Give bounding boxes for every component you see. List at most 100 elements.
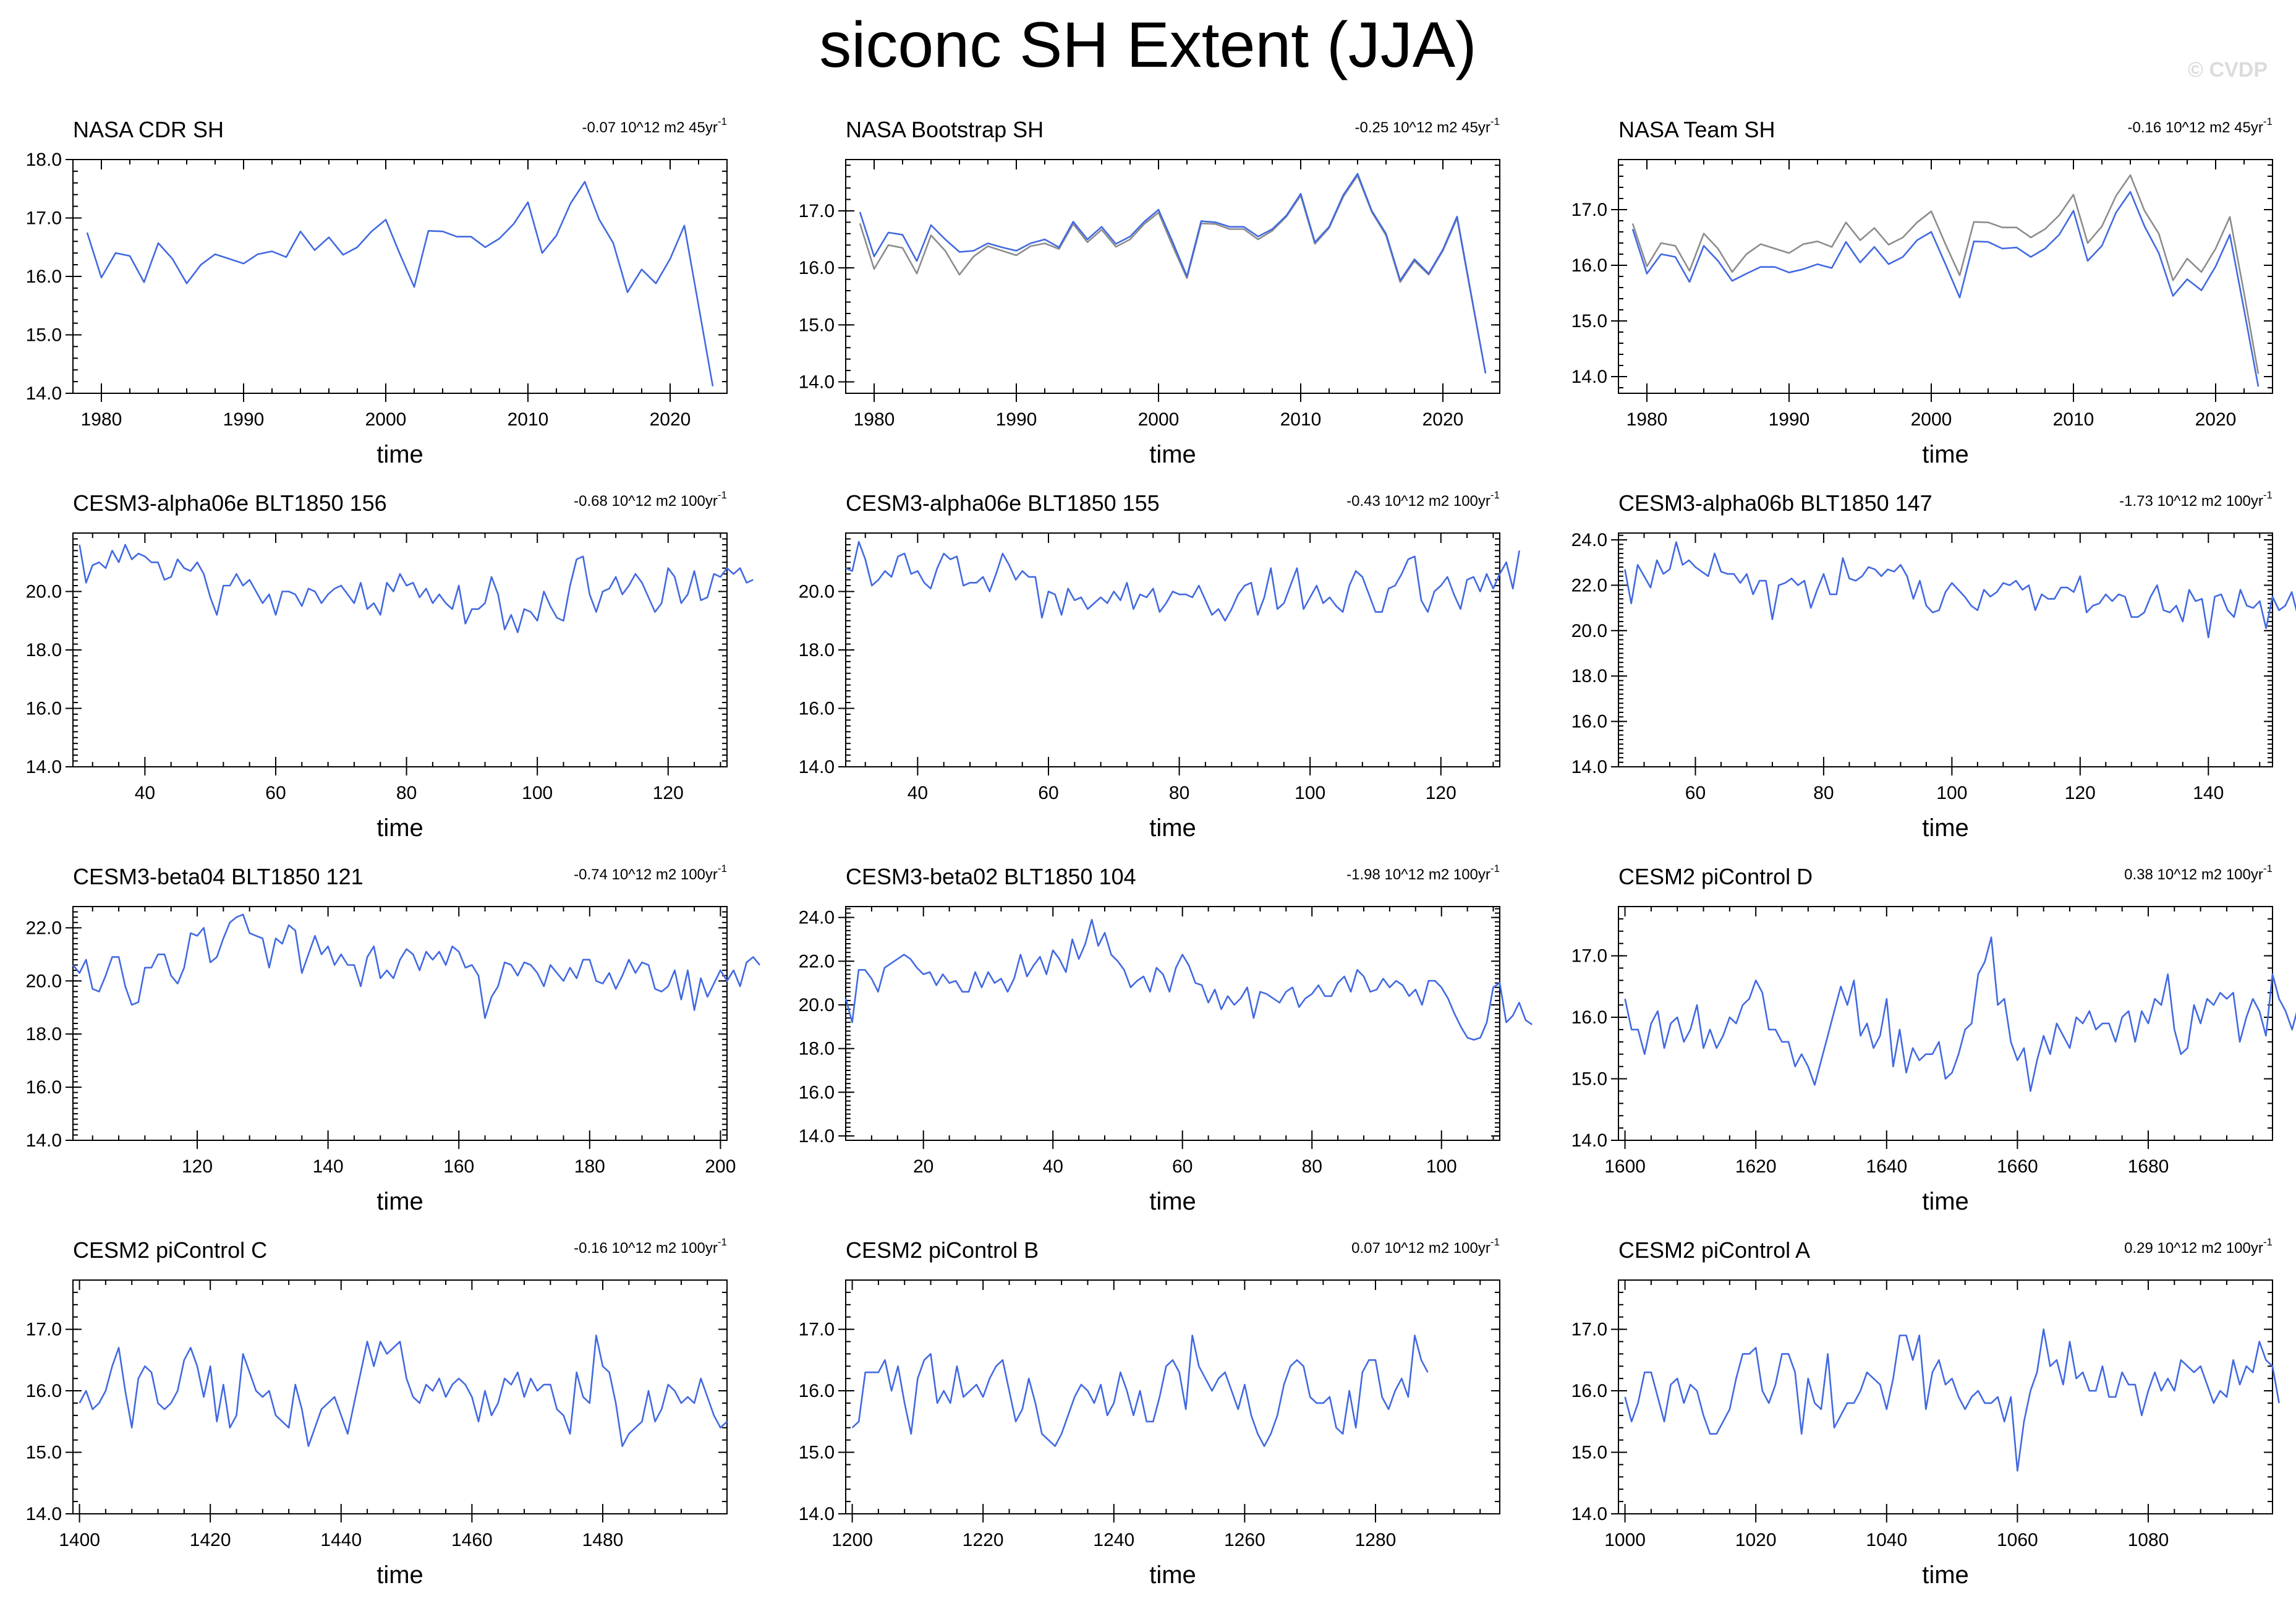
- plot-frame: [72, 1279, 728, 1514]
- chart-panel-11: CESM2 piControl B 0.07 10^12 m2 100yr-1 12…: [799, 1236, 1500, 1589]
- y-tick-label: 16.0: [26, 699, 62, 719]
- panel-title: CESM2 piControl A: [1618, 1237, 1810, 1263]
- y-tick-label: 14.0: [26, 1504, 62, 1524]
- y-tick-label: 20.0: [26, 582, 62, 602]
- x-tick-label: 1620: [1735, 1156, 1777, 1177]
- chart-panel-5: CESM3-alpha06e BLT1850 155 -0.43 10^12 m2…: [799, 489, 1520, 842]
- x-axis-label: time: [1149, 814, 1196, 842]
- trend-value: 0.07 10^12 m2 100yr: [1351, 1240, 1490, 1257]
- trend-label: -0.43 10^12 m2 100yr-1: [1346, 489, 1500, 510]
- chart-panel-4: CESM3-alpha06e BLT1850 156 -0.68 10^12 m2…: [26, 489, 754, 842]
- x-tick-label: 100: [1936, 783, 1967, 803]
- series-line-1: [1624, 936, 2296, 1092]
- x-tick-label: 1440: [320, 1530, 362, 1550]
- trend-label: -0.16 10^12 m2 100yr-1: [574, 1236, 727, 1257]
- y-tick-label: 16.0: [799, 699, 835, 719]
- y-tick-label: 15.0: [1571, 1443, 1607, 1463]
- trend-value: -0.74 10^12 m2 100yr: [574, 866, 718, 883]
- trend-value: -0.16 10^12 m2 45yr: [2127, 119, 2263, 136]
- plot-frame: [1618, 159, 2273, 394]
- x-tick-label: 2000: [1911, 409, 1952, 430]
- x-tick-label: 1240: [1093, 1530, 1134, 1550]
- series-line-1: [1631, 174, 2260, 374]
- chart-panel-3: NASA Team SH -0.16 10^12 m2 45yr-1 1980 199…: [1571, 116, 2273, 468]
- x-tick-label: 1260: [1224, 1530, 1265, 1550]
- x-tick-label: 40: [1043, 1156, 1063, 1177]
- y-tick-label: 17.0: [799, 201, 835, 221]
- y-tick-label: 15.0: [26, 1443, 62, 1463]
- trend-label: 0.38 10^12 m2 100yr-1: [2124, 863, 2273, 883]
- page-title: siconc SH Extent (JJA): [819, 9, 1477, 81]
- trend-exponent: -1: [1490, 116, 1500, 127]
- x-tick-label: 100: [1295, 783, 1325, 803]
- trend-exponent: -1: [2263, 863, 2273, 874]
- x-tick-label: 1980: [854, 409, 895, 430]
- y-tick-label: 18.0: [799, 640, 835, 660]
- series-line-1: [1624, 541, 2296, 639]
- y-tick-label: 16.0: [799, 1381, 835, 1401]
- trend-value: -1.73 10^12 m2 100yr: [2119, 493, 2263, 510]
- x-tick-label: 2020: [1422, 409, 1464, 430]
- y-tick-label: 15.0: [799, 315, 835, 335]
- trend-exponent: -1: [2263, 1236, 2273, 1248]
- panel-title: CESM3-alpha06e BLT1850 155: [846, 490, 1160, 516]
- trend-value: 0.38 10^12 m2 100yr: [2124, 866, 2263, 883]
- panel-title: NASA CDR SH: [73, 117, 224, 142]
- x-tick-label: 2010: [508, 409, 549, 430]
- trend-exponent: -1: [718, 489, 727, 501]
- trend-exponent: -1: [718, 116, 727, 127]
- y-tick-label: 15.0: [26, 325, 62, 346]
- trend-label: 0.07 10^12 m2 100yr-1: [1351, 1236, 1500, 1257]
- y-tick-label: 18.0: [799, 1039, 835, 1059]
- trend-label: -1.73 10^12 m2 100yr-1: [2119, 489, 2273, 510]
- panel-title: NASA Bootstrap SH: [846, 117, 1044, 142]
- plot-frame: [845, 159, 1500, 394]
- plot-frame: [72, 906, 728, 1141]
- y-tick-label: 24.0: [799, 908, 835, 928]
- x-tick-label: 140: [2193, 783, 2224, 803]
- x-tick-label: 2000: [365, 409, 407, 430]
- y-tick-label: 14.0: [26, 383, 62, 404]
- trend-label: 0.29 10^12 m2 100yr-1: [2124, 1236, 2273, 1257]
- series-line-1: [859, 174, 1487, 374]
- x-tick-label: 20: [913, 1156, 933, 1177]
- x-tick-label: 120: [653, 783, 684, 803]
- x-axis-label: time: [376, 1188, 423, 1215]
- plot-frame: [1618, 1279, 2273, 1514]
- y-tick-label: 14.0: [799, 757, 835, 777]
- x-tick-label: 1980: [1626, 409, 1668, 430]
- x-tick-label: 80: [1813, 783, 1834, 803]
- y-tick-label: 16.0: [799, 1082, 835, 1103]
- x-axis-label: time: [1149, 1561, 1196, 1589]
- series-line-1: [72, 913, 760, 1019]
- trend-value: -0.43 10^12 m2 100yr: [1346, 493, 1490, 510]
- x-tick-label: 40: [135, 783, 155, 803]
- chart-panel-6: CESM3-alpha06b BLT1850 147 -1.73 10^12 m2…: [1571, 489, 2296, 842]
- x-axis-label: time: [376, 814, 423, 842]
- panel-title: CESM3-alpha06b BLT1850 147: [1618, 490, 1932, 516]
- x-tick-label: 1640: [1866, 1156, 1907, 1177]
- plot-frame: [1618, 532, 2273, 767]
- trend-exponent: -1: [2263, 116, 2273, 127]
- trend-exponent: -1: [1490, 489, 1500, 501]
- series-line-1: [845, 540, 1520, 622]
- x-tick-label: 60: [1172, 1156, 1193, 1177]
- y-tick-label: 16.0: [26, 1381, 62, 1401]
- y-tick-label: 18.0: [26, 1024, 62, 1044]
- cvdp-watermark: © CVDP: [2188, 58, 2268, 82]
- chart-panel-2: NASA Bootstrap SH -0.25 10^12 m2 45yr-1 19…: [799, 116, 1500, 468]
- y-tick-label: 22.0: [799, 951, 835, 971]
- y-tick-label: 22.0: [1571, 575, 1607, 596]
- x-tick-label: 2010: [1280, 409, 1322, 430]
- trend-label: -0.68 10^12 m2 100yr-1: [574, 489, 727, 510]
- x-tick-label: 1400: [59, 1530, 100, 1550]
- y-tick-label: 16.0: [1571, 1381, 1607, 1401]
- y-tick-label: 16.0: [1571, 712, 1607, 732]
- x-tick-label: 120: [1426, 783, 1456, 803]
- x-tick-label: 1660: [1997, 1156, 2038, 1177]
- y-tick-label: 20.0: [799, 582, 835, 602]
- plot-frame: [72, 159, 728, 394]
- x-tick-label: 1990: [223, 409, 265, 430]
- panel-title: CESM3-alpha06e BLT1850 156: [73, 490, 387, 516]
- x-tick-label: 2020: [650, 409, 691, 430]
